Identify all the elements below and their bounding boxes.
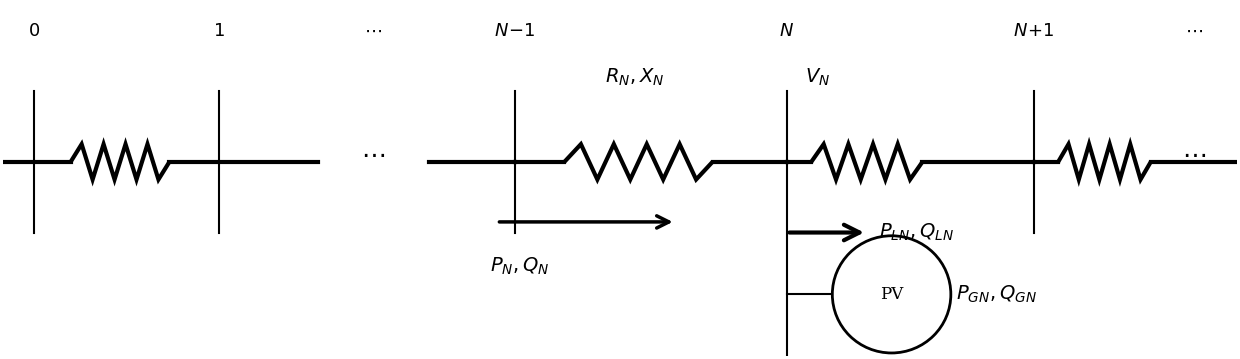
Text: $\cdots$: $\cdots$ bbox=[361, 143, 386, 166]
Text: $V_N$: $V_N$ bbox=[805, 66, 830, 88]
Text: $P_{GN}, Q_{GN}$: $P_{GN}, Q_{GN}$ bbox=[956, 284, 1037, 305]
Text: $1$: $1$ bbox=[213, 22, 224, 40]
Text: PV: PV bbox=[880, 286, 903, 303]
Text: $P_{LN}, Q_{LN}$: $P_{LN}, Q_{LN}$ bbox=[879, 222, 954, 243]
Text: $\cdots$: $\cdots$ bbox=[1182, 143, 1207, 166]
Text: $N\!-\!1$: $N\!-\!1$ bbox=[495, 22, 536, 40]
Text: $0$: $0$ bbox=[27, 22, 40, 40]
Text: $N$: $N$ bbox=[779, 22, 794, 40]
Text: $P_N, Q_N$: $P_N, Q_N$ bbox=[490, 256, 551, 277]
Text: $\cdots$: $\cdots$ bbox=[1185, 22, 1203, 40]
Text: $R_N, X_N$: $R_N, X_N$ bbox=[605, 66, 665, 88]
Text: $\cdots$: $\cdots$ bbox=[365, 22, 382, 40]
Text: $N\!+\!1$: $N\!+\!1$ bbox=[1013, 22, 1054, 40]
